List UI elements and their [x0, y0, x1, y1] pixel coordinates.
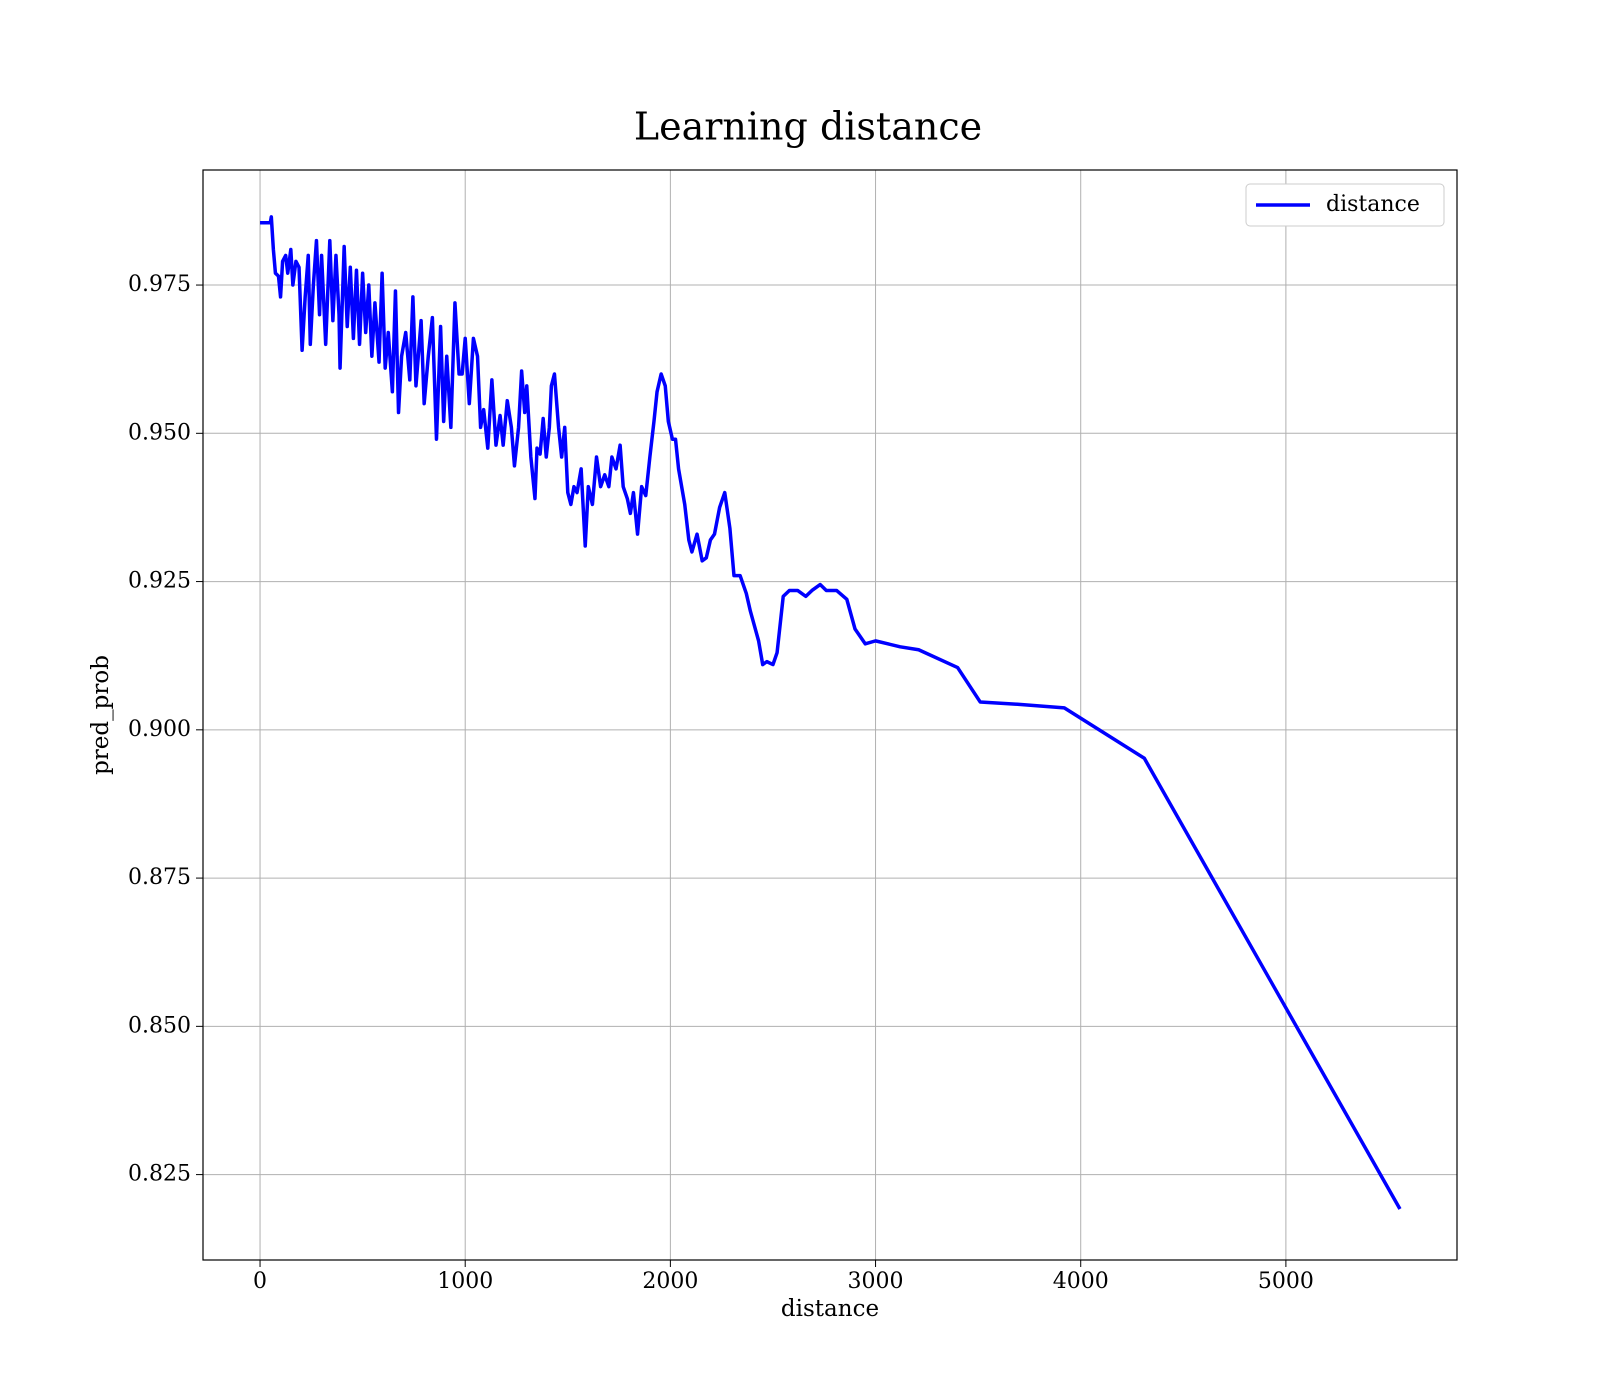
- x-tick-label: 2000: [642, 1269, 698, 1294]
- y-tick-label: 0.850: [128, 1013, 191, 1038]
- line-series: [260, 215, 1402, 1210]
- y-tick-label: 0.950: [128, 420, 191, 445]
- x-axis-label: distance: [781, 1296, 879, 1322]
- x-tick-label: 5000: [1258, 1269, 1314, 1294]
- x-tick-label: 0: [253, 1269, 267, 1294]
- y-tick-label: 0.900: [128, 717, 191, 742]
- x-tick-label: 1000: [437, 1269, 493, 1294]
- y-tick-label: 0.975: [128, 272, 191, 297]
- y-tick-label: 0.825: [128, 1162, 191, 1187]
- y-axis-label: pred_prob: [88, 655, 114, 775]
- chart-title: Learning distance: [634, 105, 982, 149]
- x-tick-label: 4000: [1053, 1269, 1109, 1294]
- y-tick-label: 0.875: [128, 865, 191, 890]
- plot-frame: [202, 169, 1458, 1261]
- y-tick-label: 0.925: [128, 569, 191, 594]
- x-tick-label: 3000: [848, 1269, 904, 1294]
- legend-box: [1245, 183, 1445, 227]
- legend-label: distance: [1326, 192, 1420, 217]
